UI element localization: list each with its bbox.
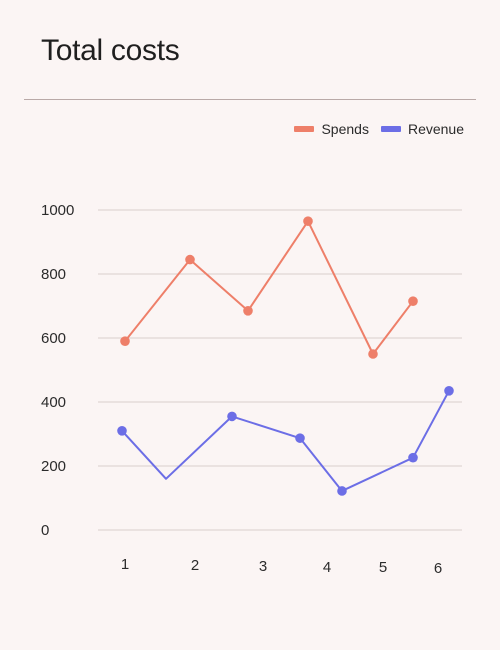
legend-swatch-spends [294, 126, 315, 132]
data-point-revenue-6 [408, 452, 418, 463]
data-point-revenue-5 [337, 486, 347, 496]
series-line-revenue [121, 390, 450, 492]
x-tick-label-5: 5 [379, 559, 387, 576]
y-tick-label-1000: 1000 [41, 202, 74, 219]
data-point-spends-5 [368, 349, 378, 359]
series-line-spends [124, 220, 414, 355]
x-tick-label-2: 2 [191, 557, 199, 574]
x-tick-label-3: 3 [259, 558, 267, 575]
y-tick-label-200: 200 [41, 458, 66, 475]
x-tick-label-6: 6 [434, 560, 442, 577]
legend-label-spends: Spends [321, 121, 369, 137]
legend-item-revenue: Revenue [380, 121, 464, 137]
data-point-spends-6 [408, 296, 418, 307]
chart-title: Total costs [41, 34, 180, 67]
data-point-spends-3 [243, 306, 253, 316]
data-point-revenue-4 [295, 433, 305, 443]
data-point-revenue-7 [444, 386, 454, 396]
data-point-spends-1 [120, 336, 130, 347]
chart-legend: Spends Revenue [294, 121, 464, 137]
title-divider [24, 99, 476, 100]
y-tick-label-800: 800 [41, 266, 66, 283]
data-point-revenue-3 [227, 411, 237, 422]
y-tick-label-400: 400 [41, 394, 66, 411]
legend-item-spends: Spends [294, 121, 369, 137]
data-point-spends-2 [185, 254, 195, 265]
data-point-revenue-1 [117, 426, 127, 436]
legend-label-revenue: Revenue [407, 121, 464, 137]
data-point-spends-4 [303, 216, 313, 226]
y-tick-label-600: 600 [41, 330, 66, 347]
x-tick-label-1: 1 [121, 556, 129, 573]
y-tick-label-0: 0 [41, 522, 49, 539]
legend-swatch-revenue [380, 126, 401, 132]
x-tick-label-4: 4 [323, 559, 331, 576]
